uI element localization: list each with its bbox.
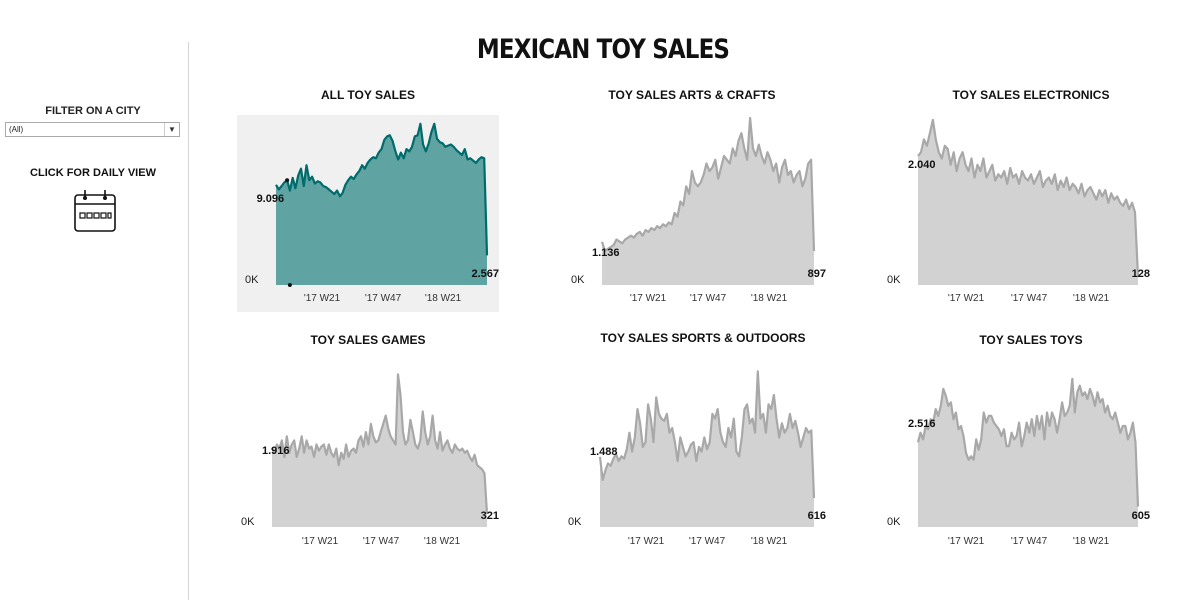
chart-6-x-tick: '17 W47 bbox=[1011, 536, 1048, 547]
chart-3-y-min-label: 0K bbox=[887, 274, 901, 286]
chart-6-title: TOY SALES TOYS bbox=[979, 333, 1082, 347]
chart-3-end-label: 128 bbox=[1132, 268, 1150, 280]
chart-4-end-label: 321 bbox=[481, 510, 499, 522]
chart-2-series-line bbox=[600, 116, 816, 252]
chart-5-end-label: 616 bbox=[808, 510, 826, 522]
chart-2-x-tick: '17 W21 bbox=[630, 293, 667, 304]
chart-6-area bbox=[918, 378, 1138, 527]
chart-3-title: TOY SALES ELECTRONICS bbox=[953, 88, 1110, 102]
chevron-down-icon[interactable]: ▼ bbox=[164, 123, 179, 136]
chart-1-x-tick: '17 W21 bbox=[304, 293, 341, 304]
city-filter-value: (All) bbox=[9, 125, 24, 134]
chart-4-series-line bbox=[271, 373, 489, 514]
chart-5-x-tick: '17 W47 bbox=[689, 536, 726, 547]
calendar-icon bbox=[74, 190, 116, 232]
chart-6-series-line bbox=[916, 377, 1140, 507]
chart-4-start-label: 1.916 bbox=[262, 445, 290, 457]
chart-4-area bbox=[272, 374, 487, 527]
chart-4-title: TOY SALES GAMES bbox=[311, 333, 426, 347]
chart-1-min-marker bbox=[287, 283, 292, 287]
chart-1-x-tick: '18 W21 bbox=[425, 293, 462, 304]
chart-5-title: TOY SALES SPORTS & OUTDOORS bbox=[601, 331, 806, 345]
city-filter-dropdown[interactable]: (All) ▼ bbox=[5, 122, 180, 137]
daily-view-button[interactable] bbox=[73, 188, 117, 234]
chart-4-x-tick: '17 W21 bbox=[302, 536, 339, 547]
chart-3-start-label: 2.040 bbox=[908, 159, 936, 171]
chart-5-series-line bbox=[598, 370, 816, 499]
chart-4-x-tick: '17 W47 bbox=[363, 536, 400, 547]
chart-2-end-label: 897 bbox=[808, 268, 826, 280]
chart-6-y-min-label: 0K bbox=[887, 516, 901, 528]
chart-6-end-label: 605 bbox=[1132, 510, 1150, 522]
chart-2-area bbox=[602, 118, 814, 285]
filter-title: FILTER ON A CITY bbox=[45, 105, 141, 117]
chart-6-x-tick: '18 W21 bbox=[1073, 536, 1110, 547]
chart-1-end-label: 2.567 bbox=[471, 268, 499, 280]
chart-3-series-line bbox=[917, 118, 1140, 277]
chart-5-x-tick: '17 W21 bbox=[628, 536, 665, 547]
chart-6-x-tick: '17 W21 bbox=[948, 536, 985, 547]
chart-2-x-tick: '17 W47 bbox=[690, 293, 727, 304]
chart-5-start-label: 1.488 bbox=[590, 446, 618, 458]
chart-3-x-tick: '18 W21 bbox=[1073, 293, 1110, 304]
daily-view-label: CLICK FOR DAILY VIEW bbox=[30, 167, 156, 179]
chart-2-x-tick: '18 W21 bbox=[751, 293, 788, 304]
chart-1-series-line bbox=[275, 122, 489, 256]
chart-1-area bbox=[276, 123, 487, 285]
page-title: MEXICAN TOY SALES bbox=[476, 34, 730, 65]
chart-2-start-label: 1.136 bbox=[592, 247, 620, 259]
chart-5-y-min-label: 0K bbox=[568, 516, 582, 528]
chart-5-x-tick: '18 W21 bbox=[751, 536, 788, 547]
chart-4-x-tick: '18 W21 bbox=[424, 536, 461, 547]
chart-1-start-label: 9.096 bbox=[257, 193, 285, 205]
chart-2-y-min-label: 0K bbox=[571, 274, 585, 286]
chart-3-x-tick: '17 W21 bbox=[948, 293, 985, 304]
chart-2-title: TOY SALES ARTS & CRAFTS bbox=[608, 88, 775, 102]
chart-3-area bbox=[918, 119, 1138, 286]
chart-6-start-label: 2.516 bbox=[908, 418, 936, 430]
sidebar-divider bbox=[188, 42, 189, 600]
chart-1-x-tick: '17 W47 bbox=[365, 293, 402, 304]
chart-4-y-min-label: 0K bbox=[241, 516, 255, 528]
chart-1-y-min-label: 0K bbox=[245, 274, 259, 286]
chart-3-x-tick: '17 W47 bbox=[1011, 293, 1048, 304]
chart-1-start-marker bbox=[285, 178, 290, 183]
chart-1-title: ALL TOY SALES bbox=[321, 88, 415, 102]
